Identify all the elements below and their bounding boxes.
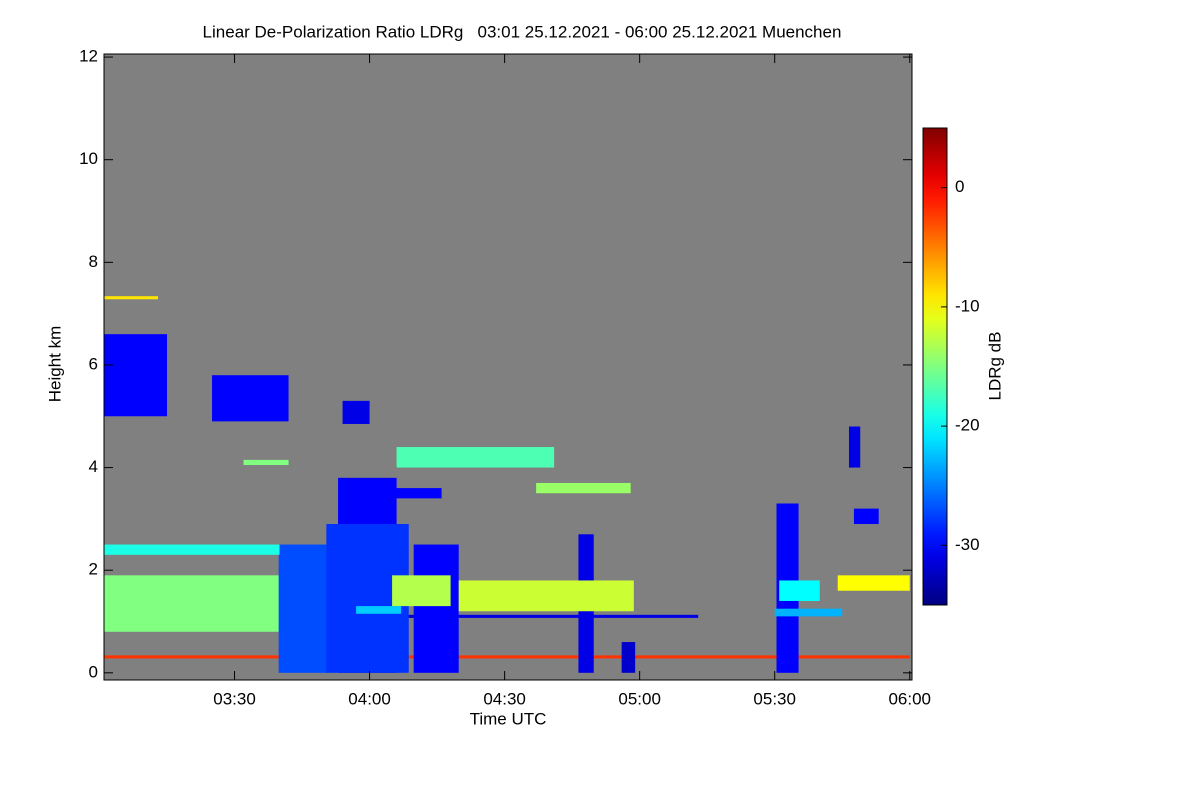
ldr-cell (458, 580, 634, 612)
colorbar (922, 127, 948, 606)
y-tick-label: 10 (79, 149, 98, 168)
chart-title: Linear De-Polarization Ratio LDRg 03:01 … (203, 22, 842, 41)
ldr-cell (351, 488, 442, 499)
ldr-cell (621, 642, 636, 673)
y-tick-label: 6 (89, 354, 98, 373)
ldr-cell (104, 334, 168, 417)
plot-frame (103, 53, 913, 681)
x-tick-label: 06:00 (888, 689, 931, 708)
ldr-cell (278, 544, 330, 673)
x-tick-label: 04:00 (348, 689, 391, 708)
colorbar-tick-label: -20 (955, 416, 980, 435)
ldr-cell (104, 575, 280, 632)
ldr-cell (104, 655, 910, 659)
ldr-cell (837, 575, 910, 591)
colorbar-tick-label: -30 (955, 535, 980, 554)
y-tick-label: 12 (79, 47, 98, 66)
x-axis-label: Time UTC (470, 709, 547, 728)
x-tick-label: 03:30 (213, 689, 256, 708)
ldr-cell (848, 426, 861, 468)
y-tick-label: 4 (89, 457, 98, 476)
ldr-cell (396, 447, 555, 468)
y-tick-label: 8 (89, 252, 98, 271)
ldr-cell (342, 400, 370, 424)
plot-area (104, 54, 912, 680)
ldr-cell (104, 296, 159, 300)
ldr-cell (356, 606, 402, 614)
colorbar-tick-label: -10 (955, 296, 980, 315)
y-tick-label: 0 (89, 662, 98, 681)
ldr-cell (212, 375, 289, 422)
colorbar-tick-label: 0 (955, 177, 964, 196)
ldr-cell (774, 608, 843, 617)
x-tick-label: 04:30 (483, 689, 526, 708)
ldr-cell (413, 544, 459, 673)
y-axis-label: Height km (45, 326, 64, 403)
x-tick-label: 05:00 (618, 689, 661, 708)
ldr-cell (458, 614, 699, 618)
colorbar-label: LDRg dB (985, 332, 1004, 401)
ldr-cell (779, 580, 820, 601)
y-tick-label: 2 (89, 560, 98, 579)
ldr-cell (392, 575, 451, 607)
ldr-cell (243, 459, 289, 466)
ldr-cell (536, 482, 631, 494)
x-tick-label: 05:30 (753, 689, 796, 708)
ldr-cell (104, 544, 280, 555)
ldr-cell (853, 508, 879, 525)
